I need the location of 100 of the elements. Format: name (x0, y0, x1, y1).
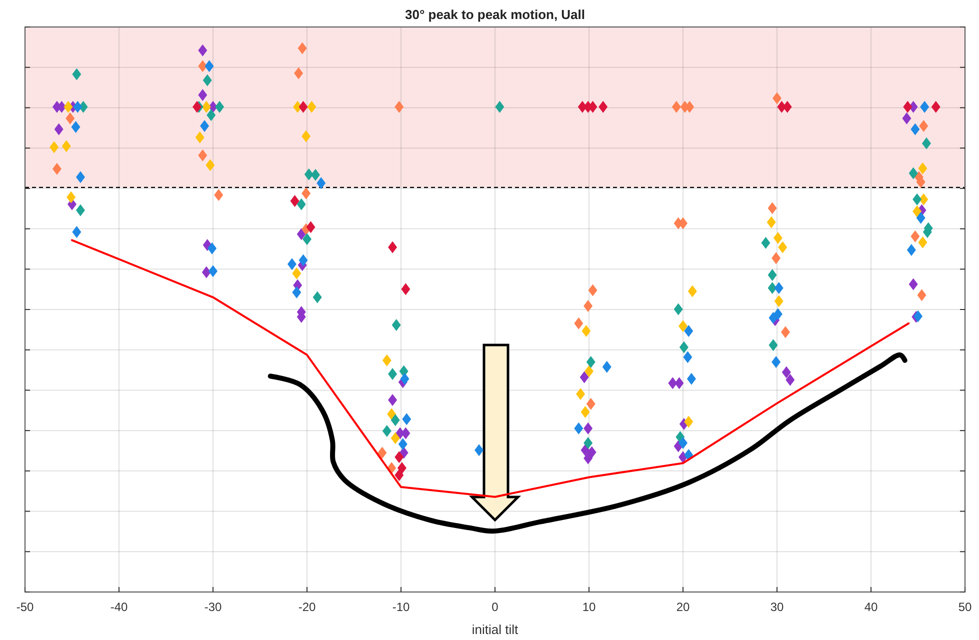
point (584, 452, 593, 464)
point (398, 438, 408, 450)
point (902, 112, 912, 124)
point (917, 289, 926, 302)
point (916, 212, 926, 224)
point (298, 254, 308, 266)
point (912, 205, 922, 218)
point (684, 324, 694, 337)
point (402, 413, 412, 426)
point (52, 162, 62, 175)
point (920, 100, 930, 113)
point (668, 377, 678, 390)
point (298, 42, 307, 54)
point (774, 295, 784, 308)
point (294, 67, 304, 80)
point (688, 285, 697, 298)
point (287, 258, 296, 270)
point (772, 252, 781, 264)
point (574, 317, 584, 330)
point (200, 120, 210, 132)
point (66, 191, 76, 204)
point (302, 130, 311, 142)
point (686, 372, 696, 385)
point (50, 141, 59, 154)
point (922, 137, 931, 150)
point (586, 398, 596, 410)
point (378, 446, 387, 459)
point (64, 100, 73, 113)
point (401, 283, 410, 296)
point (908, 278, 918, 290)
point (382, 354, 392, 366)
point (394, 469, 404, 482)
x-tick-label: 10 (582, 600, 596, 614)
x-axis-title: initial tilt (472, 622, 518, 637)
point (387, 408, 396, 420)
point (912, 193, 922, 206)
point (310, 168, 320, 181)
point (208, 265, 218, 278)
x-tick-label: -50 (16, 600, 34, 614)
point (400, 372, 410, 385)
point (773, 232, 782, 244)
point (602, 360, 612, 373)
point (296, 198, 306, 210)
point (786, 374, 795, 386)
point (390, 432, 400, 444)
point (302, 233, 312, 246)
x-tick-label: -40 (110, 600, 128, 614)
point (214, 189, 224, 202)
point (388, 394, 398, 406)
point (672, 100, 681, 113)
point (204, 60, 214, 72)
point (73, 100, 82, 113)
point (292, 267, 302, 280)
point (62, 140, 71, 152)
point (302, 187, 311, 200)
point (306, 221, 316, 234)
point (586, 356, 596, 368)
x-tick-label: 40 (864, 600, 878, 614)
point (576, 388, 586, 400)
point (304, 168, 314, 180)
point (382, 425, 392, 438)
point (215, 100, 224, 113)
point (674, 303, 683, 316)
point (919, 193, 928, 206)
point (195, 131, 204, 144)
x-tick-label: -20 (298, 600, 316, 614)
point (76, 171, 85, 184)
x-tick-label: 0 (492, 600, 499, 614)
x-tick-label: -10 (392, 600, 410, 614)
point (772, 356, 781, 368)
point (66, 112, 75, 124)
point (198, 149, 208, 162)
point (76, 204, 85, 216)
x-tick-label: -30 (204, 600, 222, 614)
x-tick-label: 30 (770, 600, 784, 614)
point (782, 366, 791, 378)
point (206, 109, 216, 122)
point (582, 324, 591, 337)
point (918, 162, 928, 174)
point (198, 44, 208, 56)
x-tick-label: 50 (958, 600, 972, 614)
point (292, 286, 302, 298)
point (584, 365, 594, 378)
point (910, 230, 920, 242)
point (198, 60, 208, 72)
point (679, 341, 688, 354)
point (394, 451, 404, 464)
x-tick-label: 20 (676, 600, 690, 614)
point (390, 414, 400, 426)
point (392, 319, 401, 331)
point (772, 92, 782, 104)
point (495, 100, 504, 113)
point (290, 195, 300, 208)
point (780, 326, 790, 338)
point (72, 226, 82, 238)
point (202, 266, 211, 278)
point (766, 216, 776, 228)
point (678, 437, 688, 449)
point (778, 241, 788, 254)
point (768, 268, 777, 281)
